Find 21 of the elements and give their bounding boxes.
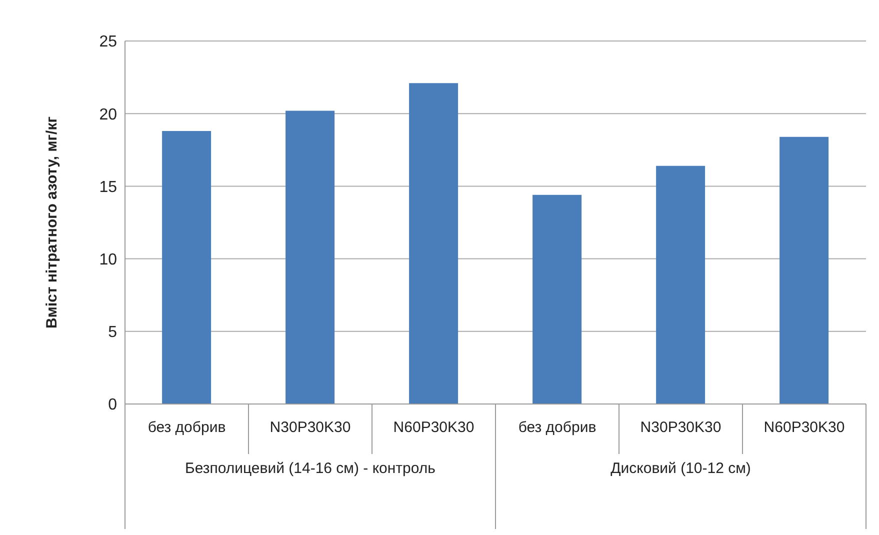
text: Дисковий (10-12 см) bbox=[610, 459, 752, 479]
bar bbox=[780, 136, 829, 404]
bar bbox=[656, 166, 706, 404]
y-tick-label: 0 bbox=[108, 396, 118, 414]
bar bbox=[409, 83, 458, 404]
x-tick-label: N60P30K30 bbox=[764, 419, 845, 436]
text: Безполицевий (14-16 см) - контроль bbox=[184, 459, 436, 479]
y-tick-label: 20 bbox=[99, 106, 118, 124]
y-axis-title: Вміст нітратного азоту, мг/кг bbox=[43, 116, 60, 328]
y-tick-label: 10 bbox=[99, 251, 118, 268]
x-tick-label: без добрив bbox=[518, 419, 596, 436]
x-tick-label: без добрив bbox=[148, 419, 226, 436]
bar bbox=[532, 194, 582, 404]
x-tick-label: N60P30K30 bbox=[393, 419, 474, 436]
bar bbox=[286, 110, 335, 404]
y-tick-label: 15 bbox=[99, 178, 118, 196]
bar bbox=[162, 131, 212, 404]
y-tick-label: 25 bbox=[99, 34, 118, 51]
y-tick-label: 5 bbox=[108, 324, 118, 342]
x-tick-label: N30P30K30 bbox=[640, 419, 722, 436]
x-tick-label: N30P30K30 bbox=[270, 419, 351, 436]
